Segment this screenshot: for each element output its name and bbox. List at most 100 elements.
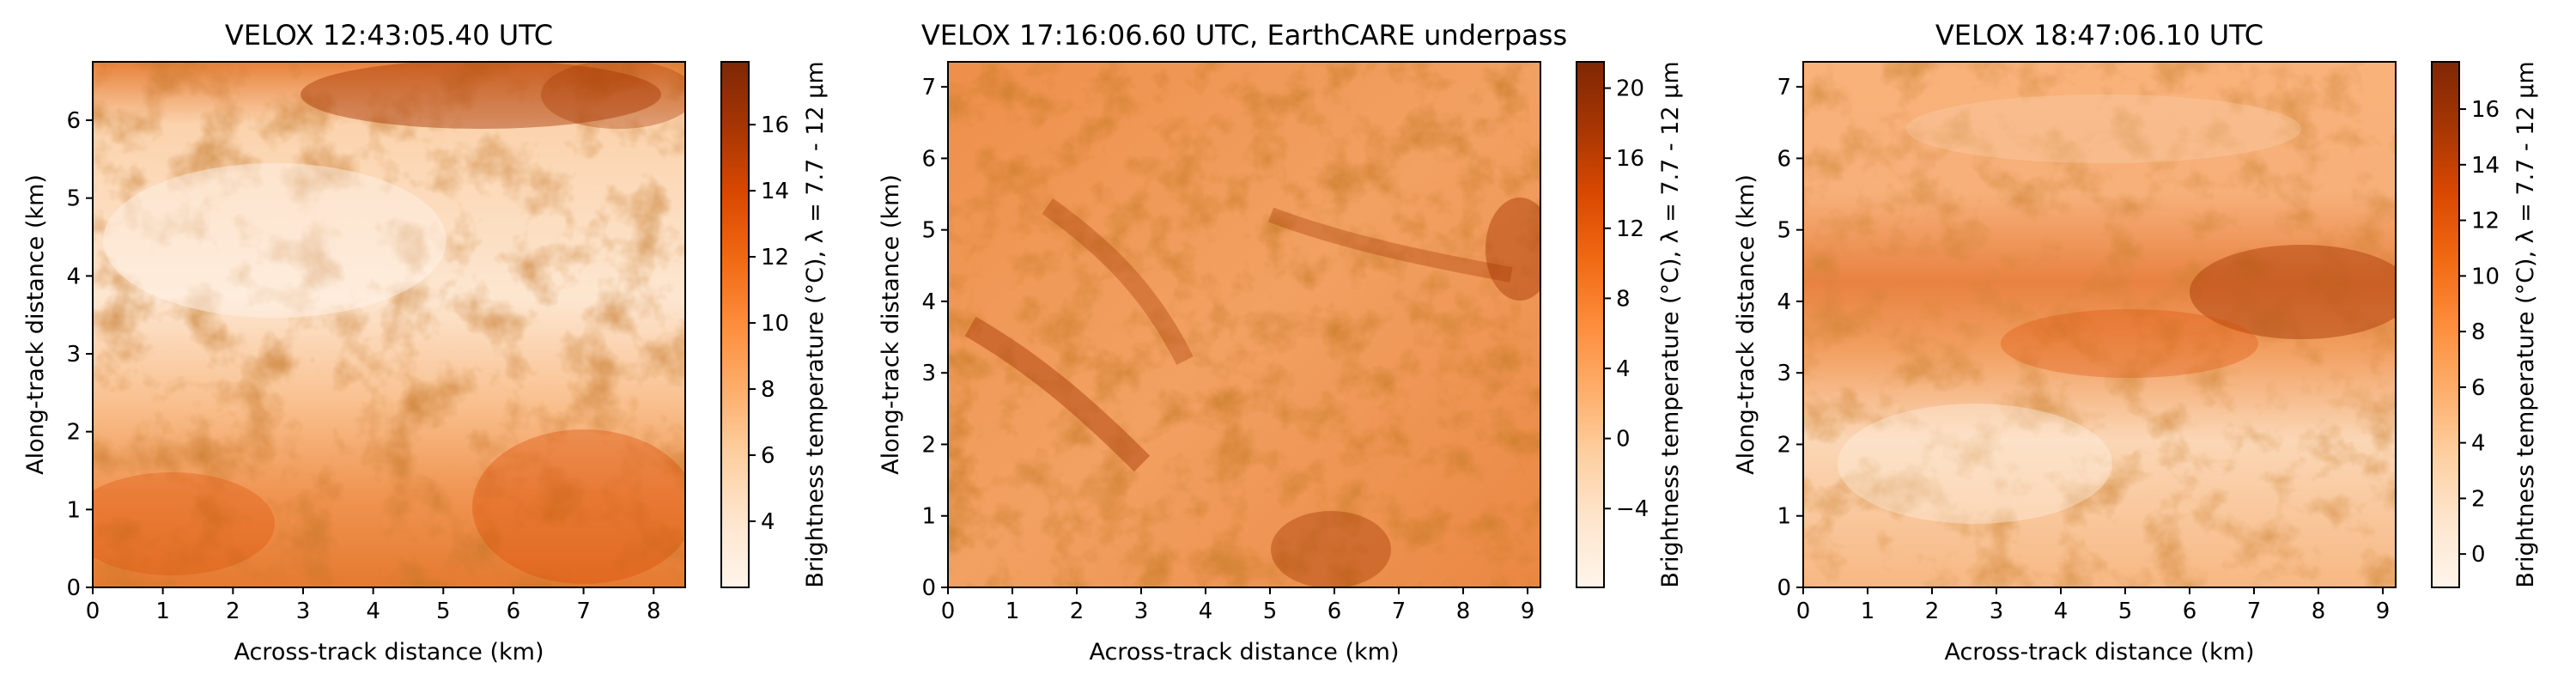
panel-1-y-ticks: 0 1 2 3 4 5 6: [66, 108, 93, 601]
panel-2-title: VELOX 17:16:06.60 UTC, EarthCARE underpa…: [921, 19, 1567, 52]
panel-3-axes-frame: [1802, 61, 2397, 588]
panel-2-axes-frame: [947, 61, 1541, 588]
panel-2-heatmap: [948, 62, 1540, 587]
y-tick-label: 5: [1777, 218, 1791, 244]
y-tick-label: 7: [921, 75, 936, 100]
x-tick-label: 9: [1521, 599, 1535, 624]
y-tick-label: 6: [921, 146, 936, 172]
colorbar-tick-label: 10: [761, 311, 789, 337]
panel-2-ylabel: Along-track distance (km): [878, 174, 904, 475]
y-tick-label: 4: [921, 289, 936, 315]
y-tick-label: 0: [921, 575, 936, 601]
colorbar-tick-label: 8: [761, 377, 775, 403]
y-tick-label: 2: [921, 432, 936, 458]
colorbar-tick-label: 12: [2471, 209, 2500, 234]
y-tick-label: 2: [66, 420, 81, 446]
y-tick-label: 1: [66, 497, 81, 523]
colorbar-tick-label: 8: [1616, 286, 1631, 312]
colorbar-tick-label: 6: [2471, 375, 2486, 401]
colorbar-tick-label: 6: [761, 443, 775, 469]
x-tick-label: 7: [576, 599, 591, 624]
x-tick-label: 3: [1134, 599, 1149, 624]
panel-2: VELOX 17:16:06.60 UTC, EarthCARE underpa…: [878, 19, 1684, 666]
panel-3-ylabel: Along-track distance (km): [1733, 174, 1759, 475]
y-tick-label: 4: [1777, 289, 1791, 315]
x-tick-label: 2: [1925, 599, 1940, 624]
y-tick-label: 6: [66, 108, 81, 134]
panel-1-xlabel: Across-track distance (km): [234, 639, 544, 666]
x-tick-label: 7: [1392, 599, 1406, 624]
x-tick-label: 9: [2376, 599, 2391, 624]
x-tick-label: 1: [1005, 599, 1020, 624]
x-tick-label: 8: [2312, 599, 2326, 624]
x-tick-label: 8: [647, 599, 661, 624]
y-tick-label: 7: [1777, 75, 1791, 100]
x-tick-label: 6: [2183, 599, 2197, 624]
colorbar-tick-label: 14: [2471, 153, 2500, 179]
colorbar-tick-label: 4: [761, 509, 775, 535]
colorbar-tick-label: 14: [761, 179, 789, 204]
x-tick-label: 6: [507, 599, 521, 624]
colorbar-tick-label: 12: [1616, 216, 1644, 242]
y-tick-label: 4: [66, 264, 81, 289]
y-tick-label: 3: [921, 361, 936, 386]
panel-3-colorbar: [2431, 61, 2460, 588]
colorbar-tick-label: −4: [1616, 496, 1649, 522]
x-tick-label: 4: [1199, 599, 1213, 624]
panel-2-y-ticks: 0 1 2 3 4 5 6 7: [921, 75, 948, 601]
panel-2-colorbar-label: Brightness temperature (°C), λ = 7.7 - 1…: [1657, 61, 1684, 587]
panel-1-axes-frame: [92, 61, 686, 588]
x-tick-label: 0: [941, 599, 956, 624]
panel-1-x-ticks: 0 1 2 3 4 5 6 7 8: [86, 587, 661, 624]
x-tick-label: 0: [1796, 599, 1811, 624]
panel-1-title: VELOX 12:43:05.40 UTC: [225, 19, 553, 52]
y-tick-label: 0: [1777, 575, 1791, 601]
colorbar-tick-label: 16: [2471, 97, 2500, 123]
y-tick-label: 0: [66, 575, 81, 601]
x-tick-label: 2: [226, 599, 240, 624]
panel-3-y-ticks: 0 1 2 3 4 5 6 7: [1777, 75, 1803, 601]
panel-1-ylabel: Along-track distance (km): [22, 174, 49, 475]
x-tick-label: 7: [2247, 599, 2262, 624]
panel-3-colorbar-ticks: 0 2 4 6 8 10 12 14 16: [2459, 97, 2500, 568]
y-tick-label: 1: [1777, 504, 1791, 530]
y-tick-label: 2: [1777, 432, 1791, 458]
panel-3-x-ticks: 0 1 2 3 4 5 6 7 8 9: [1796, 587, 2391, 624]
x-tick-label: 0: [86, 599, 100, 624]
x-tick-label: 5: [1263, 599, 1278, 624]
colorbar-tick-label: 20: [1616, 76, 1644, 102]
panel-3-heatmap: [1803, 62, 2396, 587]
y-tick-label: 3: [66, 342, 81, 368]
x-tick-label: 8: [1456, 599, 1471, 624]
colorbar-tick-label: 10: [2471, 264, 2500, 289]
colorbar-tick-label: 8: [2471, 319, 2486, 345]
y-tick-label: 3: [1777, 361, 1791, 386]
panel-2-x-ticks: 0 1 2 3 4 5 6 7 8 9: [941, 587, 1535, 624]
panel-1-colorbar-ticks: 4 6 8 10 12 14 16: [749, 112, 789, 535]
panel-2-xlabel: Across-track distance (km): [1089, 639, 1399, 666]
x-tick-label: 1: [155, 599, 170, 624]
y-tick-label: 6: [1777, 146, 1791, 172]
colorbar-tick-label: 16: [1616, 146, 1644, 172]
panel-1-colorbar: [720, 61, 750, 588]
colorbar-tick-label: 2: [2471, 486, 2486, 512]
panel-3-xlabel: Across-track distance (km): [1944, 639, 2254, 666]
panel-2-colorbar-ticks: −4 0 4 8 12 16 20: [1604, 76, 1649, 522]
x-tick-label: 3: [296, 599, 311, 624]
x-tick-label: 5: [436, 599, 451, 624]
colorbar-tick-label: 4: [1616, 356, 1631, 382]
x-tick-label: 2: [1070, 599, 1084, 624]
x-tick-label: 1: [1861, 599, 1875, 624]
colorbar-tick-label: 0: [1616, 427, 1631, 453]
x-tick-label: 3: [1990, 599, 2004, 624]
y-tick-label: 1: [921, 504, 936, 530]
x-tick-label: 5: [2118, 599, 2133, 624]
panel-3-title: VELOX 18:47:06.10 UTC: [1935, 19, 2263, 52]
y-tick-label: 5: [66, 186, 81, 212]
panel-1-heatmap: [93, 62, 685, 587]
panel-2-colorbar: [1576, 61, 1605, 588]
y-tick-label: 5: [921, 218, 936, 244]
